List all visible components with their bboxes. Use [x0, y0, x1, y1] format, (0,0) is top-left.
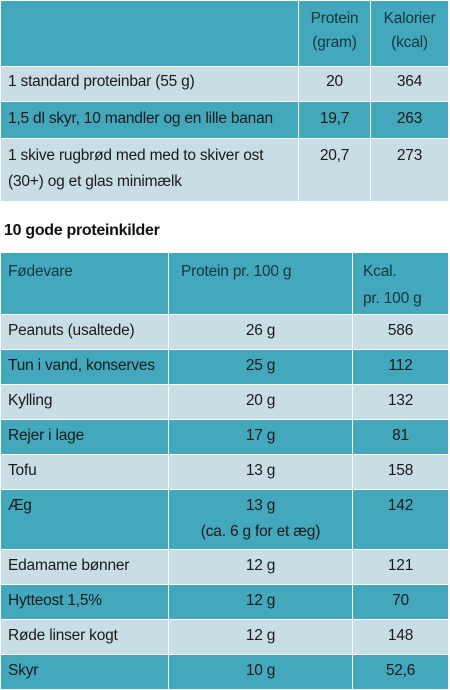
header-food: Fødevare — [0, 252, 169, 315]
row-kcal: 148 — [352, 619, 449, 655]
table-row: 1 skive rugbrød med med to skiver ost (3… — [0, 138, 449, 202]
table-row: 1,5 dl skyr, 10 mandler og en lille bana… — [0, 101, 449, 139]
row-food: Peanuts (usaltede) — [0, 314, 169, 350]
row-kcal: 158 — [352, 454, 449, 490]
protein-value: 10 g — [245, 662, 276, 679]
row-protein: 20 g — [168, 384, 353, 420]
row-kcal: 273 — [370, 138, 449, 202]
row-food: 1,5 dl skyr, 10 mandler og en lille bana… — [0, 101, 299, 139]
row-kcal: 70 — [352, 584, 449, 620]
row-food: Hytteost 1,5% — [0, 584, 169, 620]
row-food: Tun i vand, konserves — [0, 349, 169, 385]
protein-value: 26 g — [245, 322, 276, 339]
table-row: Rejer i lage 17 g 81 — [0, 419, 449, 455]
table-row: Røde linser kogt 12 g 148 — [0, 619, 449, 655]
row-kcal: 121 — [352, 549, 449, 585]
table-row: Æg 13 g (ca. 6 g for et æg) 142 — [0, 489, 449, 550]
header-calories: Kalorier (kcal) — [370, 0, 449, 67]
row-food: 1 standard proteinbar (55 g) — [0, 66, 299, 102]
header-protein: Protein pr. 100 g — [168, 252, 353, 315]
row-food: Røde linser kogt — [0, 619, 169, 655]
row-protein: 20 — [298, 66, 371, 102]
row-kcal: 81 — [352, 419, 449, 455]
table-row: Edamame bønner 12 g 121 — [0, 549, 449, 585]
table-row: 1 standard proteinbar (55 g) 20 364 — [0, 66, 449, 102]
row-protein: 25 g — [168, 349, 353, 385]
row-kcal: 142 — [352, 489, 449, 550]
protein-value: 12 g — [245, 592, 276, 609]
row-protein: 19,7 — [298, 101, 371, 139]
row-kcal: 132 — [352, 384, 449, 420]
comparison-table-header: Protein (gram) Kalorier (kcal) — [0, 0, 449, 67]
table-row: Tofu 13 g 158 — [0, 454, 449, 490]
table-row: Hytteost 1,5% 12 g 70 — [0, 584, 449, 620]
protein-value: 12 g — [245, 627, 276, 644]
section-title: 10 gode proteinkilder — [4, 222, 160, 239]
row-protein: 17 g — [168, 419, 353, 455]
row-food: Kylling — [0, 384, 169, 420]
protein-table-header: Fødevare Protein pr. 100 g Kcal. pr. 100… — [0, 252, 449, 315]
row-protein: 13 g — [168, 454, 353, 490]
row-kcal: 112 — [352, 349, 449, 385]
protein-value: 20 g — [245, 392, 276, 409]
row-food: Edamame bønner — [0, 549, 169, 585]
row-kcal: 52,6 — [352, 654, 449, 690]
protein-value: 13 g — [245, 462, 276, 479]
row-food: Rejer i lage — [0, 419, 169, 455]
protein-value: (ca. 6 g for et æg) — [200, 523, 321, 540]
row-protein: 12 g — [168, 584, 353, 620]
row-kcal: 586 — [352, 314, 449, 350]
table-row: Kylling 20 g 132 — [0, 384, 449, 420]
row-protein: 12 g — [168, 619, 353, 655]
row-food: Skyr — [0, 654, 169, 690]
row-food: 1 skive rugbrød med med to skiver ost (3… — [0, 138, 299, 202]
table-row: Tun i vand, konserves 25 g 112 — [0, 349, 449, 385]
protein-value: 17 g — [245, 427, 276, 444]
header-food — [0, 0, 299, 67]
table-row: Skyr 10 g 52,6 — [0, 654, 449, 690]
row-protein: 26 g — [168, 314, 353, 350]
row-protein: 13 g (ca. 6 g for et æg) — [168, 489, 353, 550]
protein-sources-table: Fødevare Protein pr. 100 g Kcal. pr. 100… — [0, 252, 449, 690]
table-row: Peanuts (usaltede) 26 g 586 — [0, 314, 449, 350]
row-protein: 10 g — [168, 654, 353, 690]
protein-value: 25 g — [245, 357, 276, 374]
protein-value: 12 g — [245, 557, 276, 574]
row-food: Tofu — [0, 454, 169, 490]
row-food: Æg — [0, 489, 169, 550]
row-kcal: 263 — [370, 101, 449, 139]
row-protein: 12 g — [168, 549, 353, 585]
header-kcal: Kcal. pr. 100 g — [352, 252, 449, 315]
row-protein: 20,7 — [298, 138, 371, 202]
row-kcal: 364 — [370, 66, 449, 102]
protein-value: 13 g — [245, 497, 276, 514]
comparison-table: Protein (gram) Kalorier (kcal) 1 standar… — [0, 0, 449, 202]
header-protein: Protein (gram) — [298, 0, 371, 67]
